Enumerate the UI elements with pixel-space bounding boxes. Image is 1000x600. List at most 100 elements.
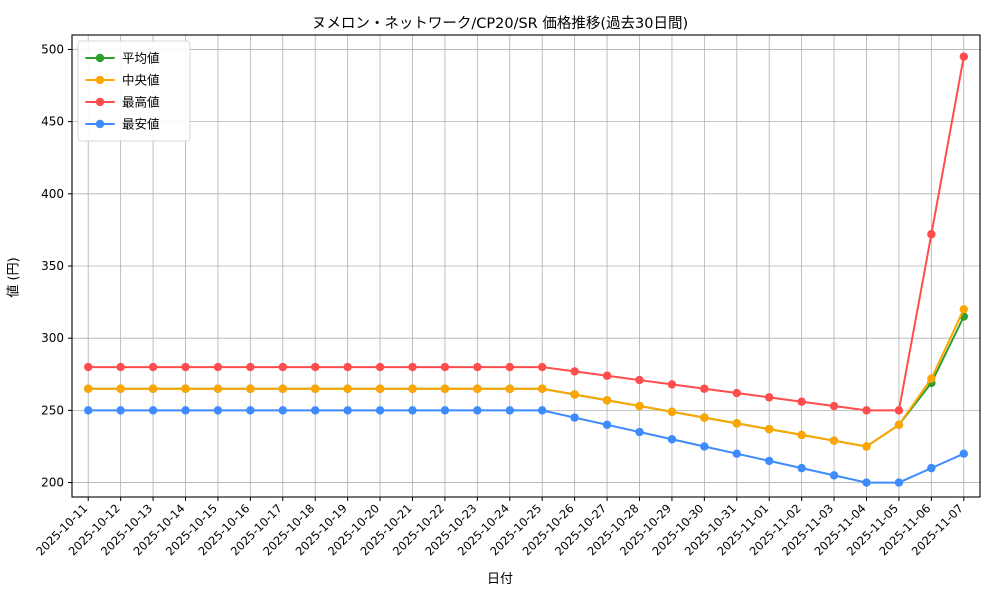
data-point (797, 397, 806, 406)
y-axis-ticks: 200 250 300 350 400 450 500 (41, 42, 72, 490)
data-point (538, 362, 547, 372)
data-point (570, 413, 579, 422)
series-line (87, 308, 965, 448)
data-point (311, 384, 320, 393)
series-最高値 (84, 52, 968, 415)
data-point (343, 384, 352, 393)
data-point (343, 362, 352, 372)
data-point (862, 478, 871, 487)
x-axis-ticks: 2025-10-112025-10-122025-10-132025-10-14… (33, 497, 966, 558)
data-point (894, 420, 904, 430)
legend-marker-平均値 (95, 53, 105, 63)
data-point (635, 427, 644, 437)
data-point (700, 413, 709, 422)
plot-border (71, 34, 981, 498)
legend-label-平均値: 平均値 (122, 51, 160, 66)
legend-label-最高値: 最高値 (122, 95, 160, 110)
data-point (732, 449, 741, 458)
data-point (602, 396, 612, 405)
data-point (181, 384, 190, 393)
data-point (246, 362, 255, 372)
data-point (765, 424, 774, 434)
data-series-layer (84, 52, 968, 487)
data-point (408, 384, 417, 393)
series-line (87, 409, 965, 484)
data-point (959, 449, 968, 458)
data-point (862, 406, 871, 415)
data-point (505, 384, 514, 393)
data-point (278, 384, 287, 393)
data-point (602, 420, 612, 430)
data-point (278, 406, 287, 415)
data-point (927, 374, 936, 383)
data-point (505, 406, 514, 415)
data-point (894, 406, 904, 415)
data-point (959, 52, 968, 61)
data-point (829, 436, 839, 445)
data-point (116, 384, 125, 393)
data-point (408, 362, 417, 372)
y-tick-label: 200 (41, 476, 64, 490)
data-point (570, 367, 579, 376)
data-point (148, 362, 158, 372)
legend-marker-最安値 (95, 119, 105, 129)
y-tick-label: 500 (41, 42, 64, 56)
data-point (311, 362, 320, 372)
data-point (635, 401, 644, 411)
data-point (213, 362, 223, 372)
data-point (440, 406, 450, 415)
data-point (570, 390, 579, 399)
data-point (440, 384, 450, 393)
data-point (116, 362, 125, 372)
data-point (602, 371, 612, 380)
chart-title: ヌメロン・ネットワーク/CP20/SR 価格推移(過去30日間) (311, 16, 689, 32)
data-point (375, 362, 385, 372)
data-point (181, 406, 190, 415)
y-tick-label: 350 (41, 259, 64, 273)
data-point (246, 406, 255, 415)
legend-box (77, 40, 191, 142)
data-point (278, 362, 287, 372)
x-axis-label: 日付 (486, 572, 513, 587)
data-point (700, 442, 709, 451)
data-point (538, 406, 547, 415)
data-point (375, 384, 385, 393)
y-axis-label: 値 (円) (6, 257, 22, 298)
data-point (116, 406, 125, 415)
data-point (765, 393, 774, 402)
series-中央値 (84, 305, 968, 451)
legend-marker-最高値 (95, 97, 105, 107)
data-point (732, 388, 741, 398)
data-point (894, 478, 904, 487)
data-point (84, 384, 93, 393)
data-point (829, 401, 839, 411)
legend-label-中央値: 中央値 (122, 73, 160, 88)
series-line (87, 315, 965, 448)
series-平均値 (84, 312, 968, 451)
data-point (927, 230, 936, 239)
data-point (408, 406, 417, 415)
data-point (246, 384, 255, 393)
grid-lines (72, 35, 980, 497)
data-point (473, 362, 482, 372)
data-point (505, 362, 514, 372)
y-tick-label: 400 (41, 187, 64, 201)
data-point (797, 463, 806, 473)
data-point (473, 406, 482, 415)
data-point (862, 442, 871, 451)
data-point (148, 384, 158, 393)
data-point (667, 407, 677, 417)
data-point (343, 406, 352, 415)
data-point (797, 430, 806, 440)
data-point (375, 406, 385, 415)
data-point (700, 384, 709, 393)
data-point (181, 362, 190, 372)
data-point (765, 456, 774, 466)
legend-marker-中央値 (95, 75, 105, 85)
data-point (213, 406, 223, 415)
data-point (311, 406, 320, 415)
data-point (667, 435, 677, 444)
